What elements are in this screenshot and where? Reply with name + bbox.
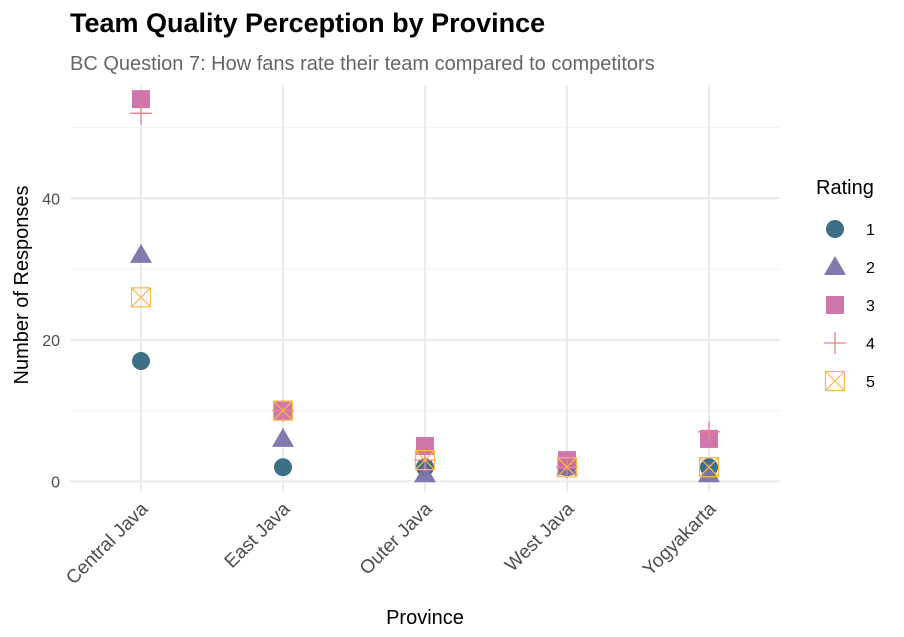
gridlines	[70, 85, 780, 492]
y-axis-title: Number of Responses	[11, 186, 33, 385]
x-tick-label-outer-java: Outer Java	[356, 498, 437, 579]
legend-title: Rating	[816, 177, 874, 199]
y-tick-label: 20	[42, 333, 60, 350]
x-tick-label-central-java: Central Java	[62, 498, 153, 589]
x-tick-label-yogyakarta: Yogyakarta	[639, 498, 721, 580]
chart-subtitle: BC Question 7: How fans rate their team …	[70, 53, 655, 75]
legend-key-4	[824, 332, 846, 354]
point-rating-2-central-java	[130, 243, 152, 263]
point-rating-1-central-java	[132, 352, 150, 371]
point-rating-3-central-java	[132, 90, 150, 109]
legend-label-1: 1	[866, 222, 875, 239]
y-tick-label: 0	[51, 474, 60, 491]
point-rating-5-east-java	[272, 400, 294, 421]
point-rating-2-yogyakarta	[698, 463, 720, 483]
point-rating-2-outer-java	[414, 463, 436, 483]
chart-title: Team Quality Perception by Province	[70, 8, 545, 38]
y-axis-ticks: 0 20 40	[42, 191, 60, 491]
point-rating-5-outer-java	[414, 450, 436, 471]
legend-label-5: 5	[866, 374, 875, 391]
legend-label-3: 3	[866, 298, 875, 315]
legend-key-2	[824, 256, 846, 275]
legend-key-3	[826, 296, 844, 314]
legend-key-5	[824, 370, 846, 392]
point-rating-5-central-java	[130, 287, 152, 308]
x-axis-ticks: Central Java East Java Outer Java West Java…	[62, 498, 721, 589]
legend-label-4: 4	[866, 336, 875, 353]
x-tick-label-west-java: West Java	[501, 498, 579, 576]
point-rating-1-east-java	[274, 458, 292, 477]
y-tick-label: 40	[42, 191, 60, 208]
point-rating-4-yogyakarta	[698, 420, 720, 443]
legend-key-1	[826, 220, 844, 238]
legend-label-2: 2	[866, 260, 875, 277]
x-axis-title: Province	[386, 607, 464, 629]
legend: 1 2 3 4 5	[824, 220, 875, 392]
point-rating-5-west-java	[556, 457, 578, 478]
data-points	[130, 90, 720, 483]
point-rating-5-yogyakarta	[698, 457, 720, 478]
point-rating-4-central-java	[130, 102, 152, 125]
point-rating-2-east-java	[272, 427, 294, 447]
x-tick-label-east-java: East Java	[221, 498, 295, 572]
